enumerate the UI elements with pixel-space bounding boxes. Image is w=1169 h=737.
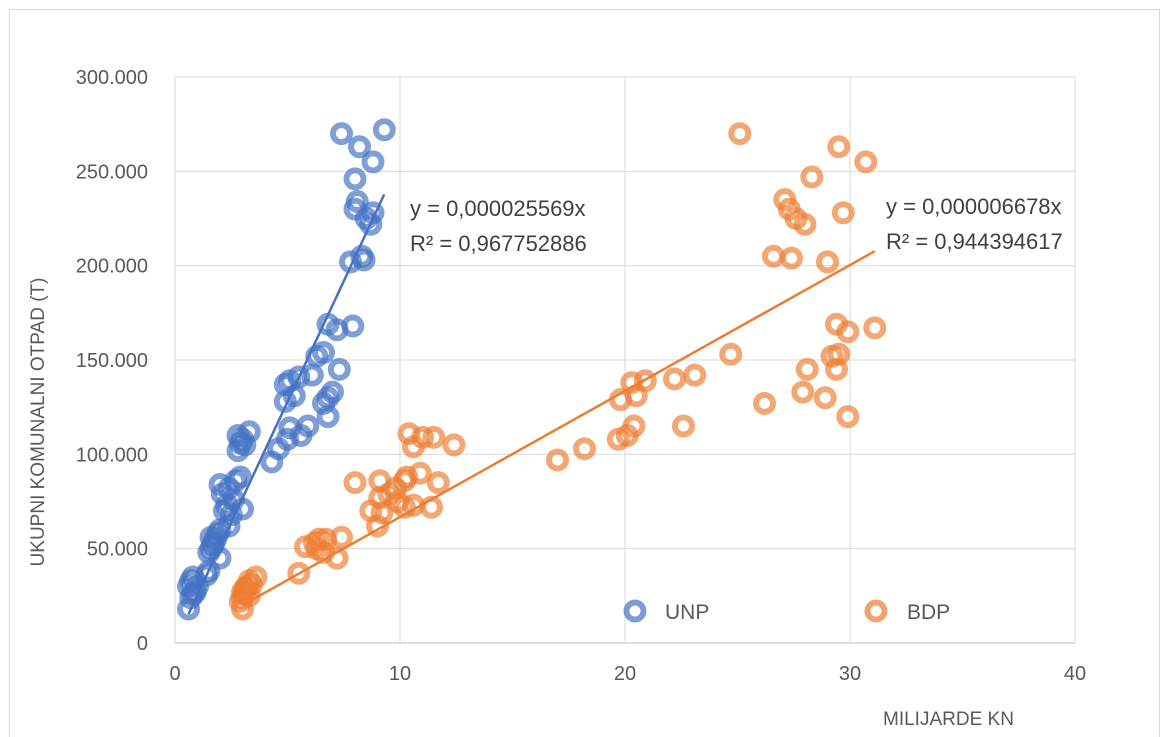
legend-bdp-marker (864, 599, 888, 623)
chart-frame (9, 9, 1160, 737)
bdp-point (793, 212, 817, 236)
data-points (177, 118, 887, 621)
unp-point (330, 122, 353, 146)
unp-point (345, 190, 369, 213)
unp-point (287, 365, 311, 389)
unp-point (343, 167, 367, 191)
bdp-point (287, 561, 311, 585)
legend-unp-label: UNP (665, 601, 709, 624)
bdp-point (683, 363, 707, 387)
y-tick-label: 250.000 (76, 161, 148, 183)
unp-trend-equation: y = 0,000025569x (410, 196, 586, 221)
unp-point (361, 150, 385, 174)
bdp-point (791, 380, 815, 404)
unp-point (341, 314, 365, 338)
bdp-point (411, 425, 434, 449)
x-tick-label: 20 (614, 663, 636, 685)
tick-labels: 0 50.000 100.000 150.000 200.000 250.000 300.0… (76, 67, 1086, 685)
unp-point (348, 135, 371, 159)
bdp-point (237, 584, 261, 608)
unp-point (300, 363, 324, 387)
bdp-trend-r2: R² = 0,944394617 (886, 229, 1063, 254)
bdp-point (622, 414, 646, 438)
bdp-point (854, 150, 878, 174)
bdp-point (325, 546, 349, 570)
bdp-point (408, 461, 432, 485)
y-tick-label: 0 (137, 633, 148, 655)
bdp-point (384, 476, 407, 500)
unp-point (296, 414, 320, 438)
bdp-point (719, 342, 743, 366)
y-tick-label: 50.000 (87, 539, 148, 561)
unp-point (228, 465, 252, 489)
bdp-point (420, 495, 443, 519)
bdp-point (762, 244, 785, 268)
bdp-point (780, 246, 803, 270)
bdp-trend-equation: y = 0,000006678x (886, 194, 1062, 219)
unp-point (217, 514, 241, 538)
bdp-point (672, 414, 695, 438)
bdp-point (827, 135, 851, 159)
bdp-point (795, 357, 819, 381)
bdp-point (836, 320, 860, 344)
bdp-point (244, 565, 268, 589)
bdp-point (573, 437, 596, 461)
x-tick-label: 40 (1064, 663, 1086, 685)
unp-point (352, 248, 376, 272)
bdp-point (330, 525, 353, 549)
y-tick-label: 200.000 (76, 256, 148, 278)
bdp-point (813, 386, 837, 410)
unp-point (321, 380, 344, 404)
bdp-point (863, 316, 887, 340)
x-tick-label: 30 (839, 663, 861, 685)
bdp-point (422, 425, 446, 449)
bdp-point (663, 367, 686, 391)
unp-point (312, 341, 335, 364)
unp-point (359, 212, 383, 236)
series-bdp (228, 122, 887, 621)
bdp-point (343, 471, 367, 495)
bdp-point (546, 448, 569, 472)
unp-trend-r2: R² = 0,967752886 (410, 231, 587, 256)
x-tick-label: 0 (169, 663, 180, 685)
bdp-point (831, 201, 855, 225)
bdp-point (825, 357, 848, 381)
legend-unp-marker (623, 599, 647, 623)
bdp-point (442, 433, 466, 457)
y-tick-label: 100.000 (76, 444, 148, 466)
x-tick-label: 10 (389, 663, 411, 685)
unp-point (237, 420, 261, 444)
bdp-point (816, 250, 839, 274)
unp-point (361, 201, 385, 225)
bdp-point (836, 405, 860, 429)
y-tick-label: 300.000 (76, 67, 148, 89)
bdp-point (426, 471, 450, 495)
unp-point (316, 405, 340, 429)
y-tick-label: 150.000 (76, 350, 148, 372)
unp-point (231, 497, 254, 521)
bdp-point (633, 369, 657, 393)
x-axis-title: MILIJARDE KN (883, 709, 1014, 730)
series-unp (177, 118, 396, 621)
legend: UNP BDP (623, 599, 950, 624)
bdp-point (620, 371, 644, 395)
bdp-point (753, 391, 776, 415)
unp-point (327, 357, 351, 381)
bdp-point (728, 122, 752, 146)
legend-bdp-label: BDP (907, 601, 950, 624)
unp-point (372, 118, 396, 142)
y-axis-title: UKUPNI KOMUNALNI OTPAD (T) (28, 278, 49, 567)
bdp-point (800, 165, 824, 189)
